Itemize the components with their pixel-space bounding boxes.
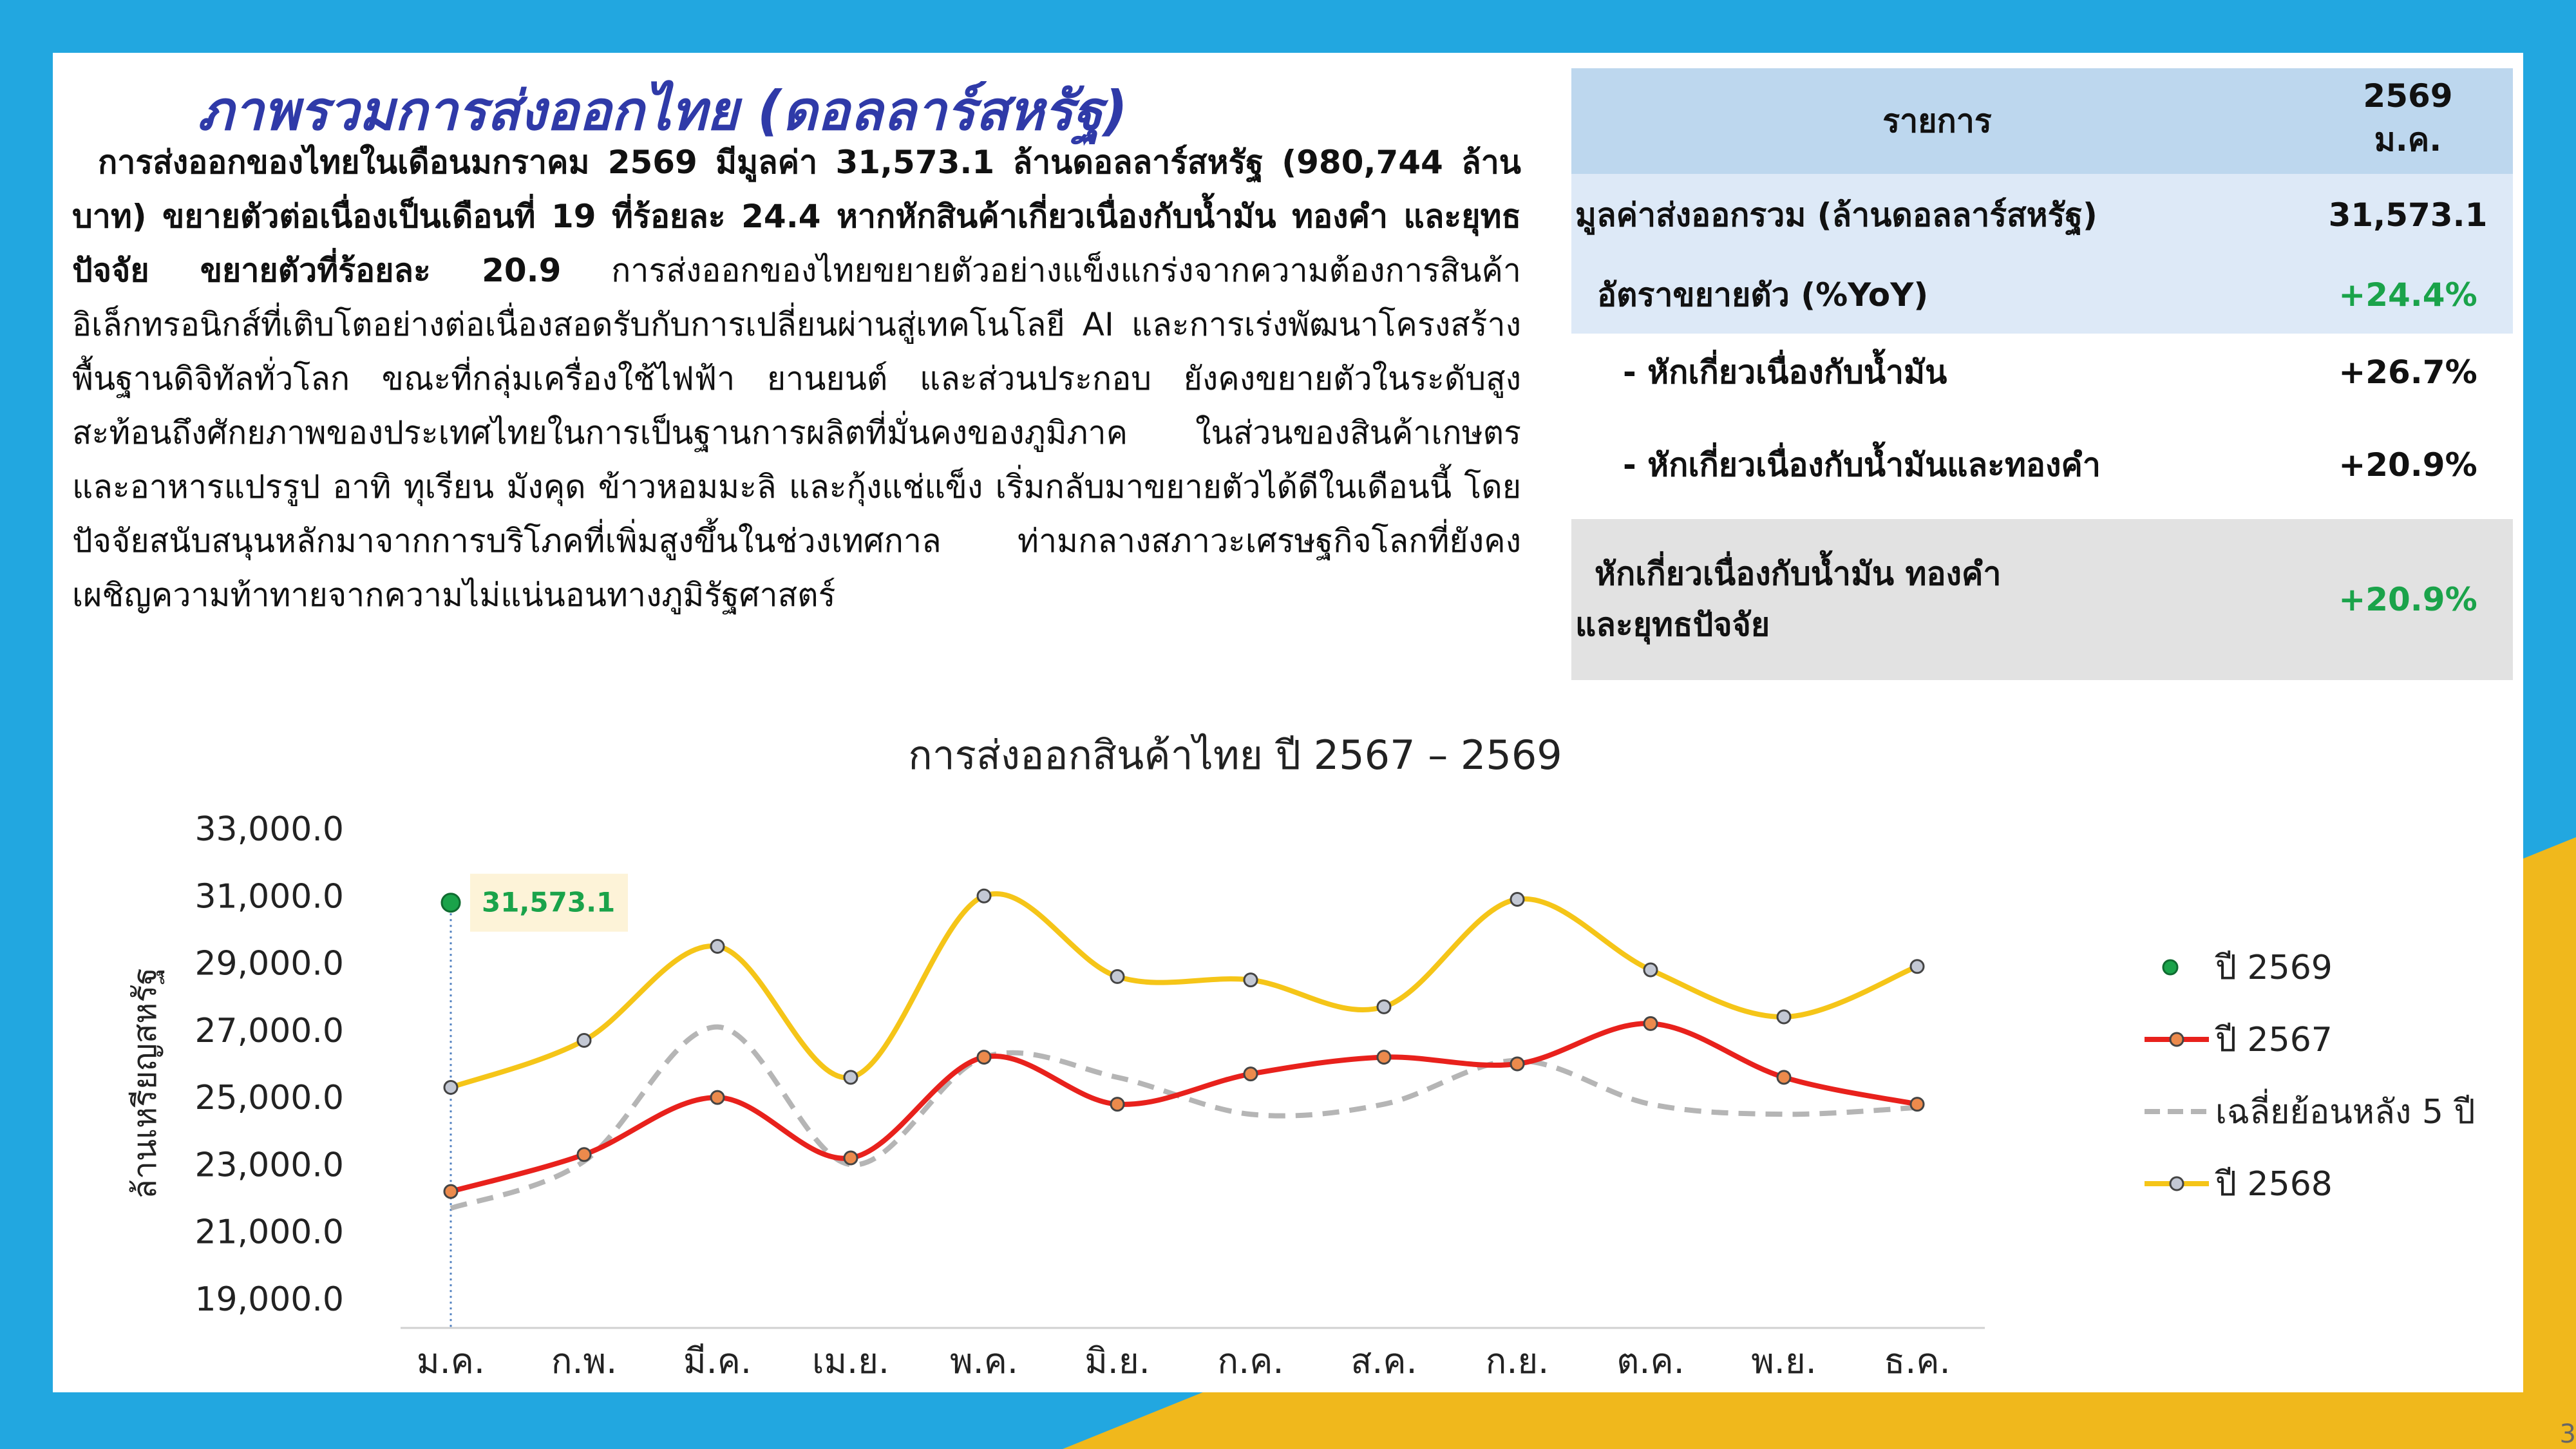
- data-point-ปี-2568: [443, 1080, 459, 1095]
- summary-table: รายการ 2569 ม.ค. มูลค่าส่งออกรวม (ล้านดอ…: [1571, 68, 2513, 680]
- row-value: 31,573.1: [2303, 174, 2513, 256]
- x-tick-label: ก.พ.: [551, 1341, 618, 1381]
- data-point-ปี-2567: [1510, 1056, 1525, 1072]
- annotation-box: [470, 873, 628, 932]
- y-tick-label: 33,000.0: [194, 810, 344, 849]
- data-point-ปี-2567: [1909, 1097, 1925, 1112]
- legend-marker: [2169, 1032, 2184, 1047]
- x-tick-label: ก.ย.: [1486, 1341, 1549, 1381]
- header-label: รายการ: [1571, 68, 2303, 174]
- x-tick-label: ธ.ค.: [1884, 1341, 1950, 1381]
- x-tick-label: เม.ย.: [812, 1341, 889, 1381]
- y-tick-label: 19,000.0: [194, 1280, 344, 1319]
- x-tick-label: พ.ย.: [1751, 1341, 1817, 1381]
- table-row-total: มูลค่าส่งออกรวม (ล้านดอลลาร์สหรัฐ) 31,57…: [1571, 174, 2513, 256]
- series-line-เฉลี่ยย้อนหลัง-5-ปี: [450, 1024, 1918, 1211]
- row-label: อัตราขยายตัว (%YoY): [1571, 256, 2303, 334]
- legend-label: เฉลี่ยย้อนหลัง 5 ปี: [2215, 1088, 2475, 1132]
- data-point-ปี-2568: [1643, 962, 1658, 978]
- data-point-ปี-2568: [1510, 892, 1525, 907]
- series-line-ปี-2567: [450, 1021, 1918, 1194]
- data-point-ปี-2568: [710, 939, 725, 954]
- x-tick-label: พ.ค.: [950, 1341, 1018, 1381]
- paragraph-body: การส่งออกของไทยขยายตัวอย่างแข็งแกร่งจากค…: [72, 252, 1521, 614]
- chart-title: การส่งออกสินค้าไทย ปี 2567 – 2569: [908, 732, 1562, 779]
- data-point-ปี-2567: [576, 1147, 592, 1162]
- table-row-growth: อัตราขยายตัว (%YoY) +24.4%: [1571, 256, 2513, 334]
- data-point-ปี-2568: [843, 1070, 858, 1085]
- slide: ภาพรวมการส่งออกไทย (ดอลลาร์สหรัฐ) การส่ง…: [53, 53, 2523, 1392]
- legend-label: ปี 2567: [2215, 1021, 2333, 1059]
- y-tick-label: 23,000.0: [194, 1146, 344, 1184]
- annotation-label: 31,573.1: [482, 887, 615, 918]
- summary-paragraph: การส่งออกของไทยในเดือนมกราคม 2569 มีมูลค…: [72, 135, 1521, 622]
- y-tick-label: 25,000.0: [194, 1079, 344, 1117]
- header-year: 2569: [2363, 77, 2453, 115]
- row-label: - หักเกี่ยวเนื่องกับน้ำมันและทองคำ: [1571, 411, 2303, 519]
- table-header: รายการ 2569 ม.ค.: [1571, 68, 2513, 174]
- legend-label: ปี 2568: [2215, 1165, 2333, 1204]
- row-label: หักเกี่ยวเนื่องกับน้ำมัน ทองคำ และยุทธปั…: [1571, 519, 2303, 680]
- data-point-ปี-2567: [1776, 1070, 1792, 1085]
- page-number: 3: [2559, 1419, 2576, 1449]
- row-label: มูลค่าส่งออกรวม (ล้านดอลลาร์สหรัฐ): [1571, 174, 2303, 256]
- data-point-ปี-2568: [1110, 969, 1125, 984]
- data-point-ปี-2567: [843, 1150, 858, 1166]
- row-value: +26.7%: [2303, 334, 2513, 411]
- data-point-ปี-2568: [576, 1033, 592, 1048]
- data-point-ปี-2567: [976, 1050, 992, 1065]
- table-row-ex-oil-gold: - หักเกี่ยวเนื่องกับน้ำมันและทองคำ +20.9…: [1571, 411, 2513, 519]
- data-point-ปี-2569: [440, 893, 461, 913]
- row-value: +20.9%: [2303, 411, 2513, 519]
- x-tick-label: ส.ค.: [1350, 1341, 1417, 1381]
- row-label-line1: หักเกี่ยวเนื่องกับน้ำมัน ทองคำ: [1595, 555, 2002, 592]
- data-point-ปี-2567: [710, 1090, 725, 1105]
- data-point-ปี-2568: [1776, 1009, 1792, 1025]
- table-row-core: หักเกี่ยวเนื่องกับน้ำมัน ทองคำ และยุทธปั…: [1571, 519, 2513, 680]
- y-tick-label: 21,000.0: [194, 1213, 344, 1252]
- x-tick-label: ก.ค.: [1217, 1341, 1283, 1381]
- paragraph-highlight: การส่งออกของไทยในเดือนมกราคม 2569 มีมูลค…: [72, 144, 1521, 289]
- y-tick-label: 31,000.0: [194, 877, 344, 916]
- data-point-ปี-2568: [1243, 972, 1258, 988]
- data-point-ปี-2568: [1376, 999, 1392, 1014]
- legend-label: ปี 2569: [2215, 949, 2333, 987]
- x-tick-label: มิ.ย.: [1084, 1341, 1150, 1381]
- x-tick-label: ม.ค.: [417, 1341, 485, 1381]
- legend-marker: [2169, 1176, 2184, 1191]
- data-point-ปี-2568: [976, 888, 992, 904]
- table-row-ex-oil: - หักเกี่ยวเนื่องกับน้ำมัน +26.7%: [1571, 334, 2513, 411]
- data-point-ปี-2567: [1376, 1050, 1392, 1065]
- page-title: ภาพรวมการส่งออกไทย (ดอลลาร์สหรัฐ): [198, 79, 1128, 142]
- x-tick-label: มี.ค.: [683, 1341, 752, 1381]
- export-line-chart: การส่งออกสินค้าไทย ปี 2567 – 2569 ล้านเหร…: [126, 732, 2475, 1381]
- data-point-ปี-2568: [1909, 959, 1925, 974]
- row-label-line2: และยุทธปัจจัย: [1575, 606, 1770, 643]
- row-label: - หักเกี่ยวเนื่องกับน้ำมัน: [1571, 334, 2303, 411]
- data-point-ปี-2567: [1110, 1097, 1125, 1112]
- row-value: +24.4%: [2303, 256, 2513, 334]
- data-point-ปี-2567: [443, 1184, 459, 1199]
- header-period: 2569 ม.ค.: [2303, 68, 2513, 174]
- y-axis-label: ล้านเหรียญสหรัฐ: [126, 967, 164, 1199]
- x-tick-label: ต.ค.: [1616, 1341, 1685, 1381]
- data-point-ปี-2567: [1243, 1066, 1258, 1082]
- y-tick-label: 29,000.0: [194, 945, 344, 983]
- row-value: +20.9%: [2303, 519, 2513, 680]
- y-tick-label: 27,000.0: [194, 1012, 344, 1050]
- header-month: ม.ค.: [2374, 120, 2442, 158]
- legend-marker: [2162, 959, 2179, 976]
- data-point-ปี-2567: [1643, 1016, 1658, 1031]
